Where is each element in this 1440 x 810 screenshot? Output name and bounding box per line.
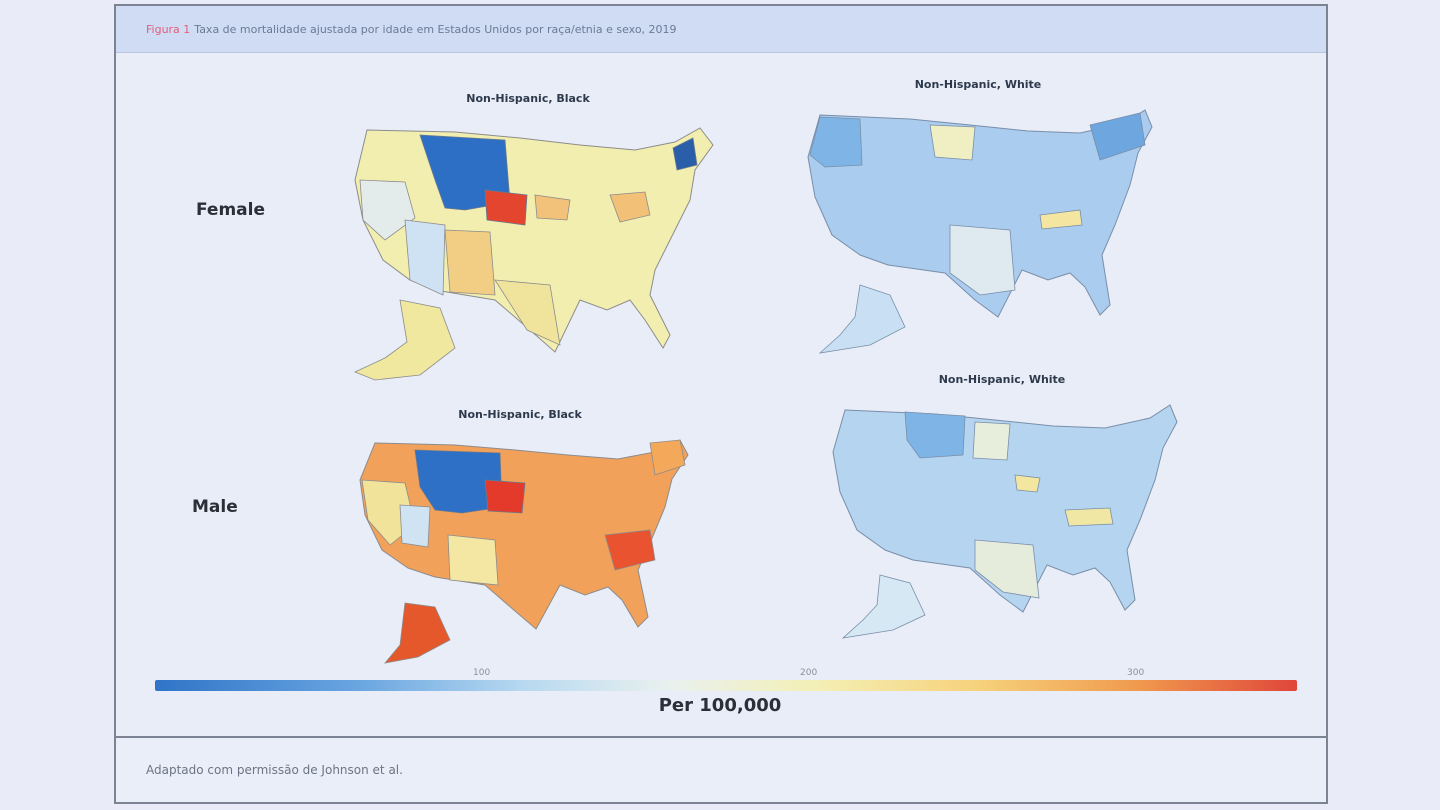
- figure-label: Figura 1: [146, 22, 191, 36]
- map-title-male-white: Non-Hispanic, White: [938, 373, 1066, 386]
- colorbar-label: Per 100,000: [658, 695, 782, 716]
- caption-text: Taxa de mortalidade ajustada por idade e…: [194, 22, 677, 36]
- us-map-female-white: [807, 109, 1153, 354]
- colorbar-tick-1: 100: [473, 668, 491, 678]
- map-title-female-white: Non-Hispanic, White: [914, 78, 1042, 91]
- map-title-female-black: Non-Hispanic, Black: [466, 92, 590, 105]
- colorbar-tick-3: 300: [1127, 668, 1145, 678]
- figure-footer: Adaptado com permissão de Johnson et al.: [116, 736, 1326, 802]
- map-title-male-black: Non-Hispanic, Black: [458, 408, 582, 421]
- us-map-male-white: [832, 404, 1178, 639]
- row-label-male: Male: [192, 497, 238, 517]
- us-map-male-black: [359, 439, 689, 664]
- colorbar-tick-2: 200: [800, 668, 818, 678]
- row-label-female: Female: [196, 200, 265, 220]
- colorbar: [155, 680, 1297, 691]
- us-map-female-black: [353, 127, 714, 381]
- figure-caption: Figura 1 Taxa de mortalidade ajustada po…: [116, 6, 1326, 53]
- footer-text: Adaptado com permissão de Johnson et al.: [146, 763, 403, 777]
